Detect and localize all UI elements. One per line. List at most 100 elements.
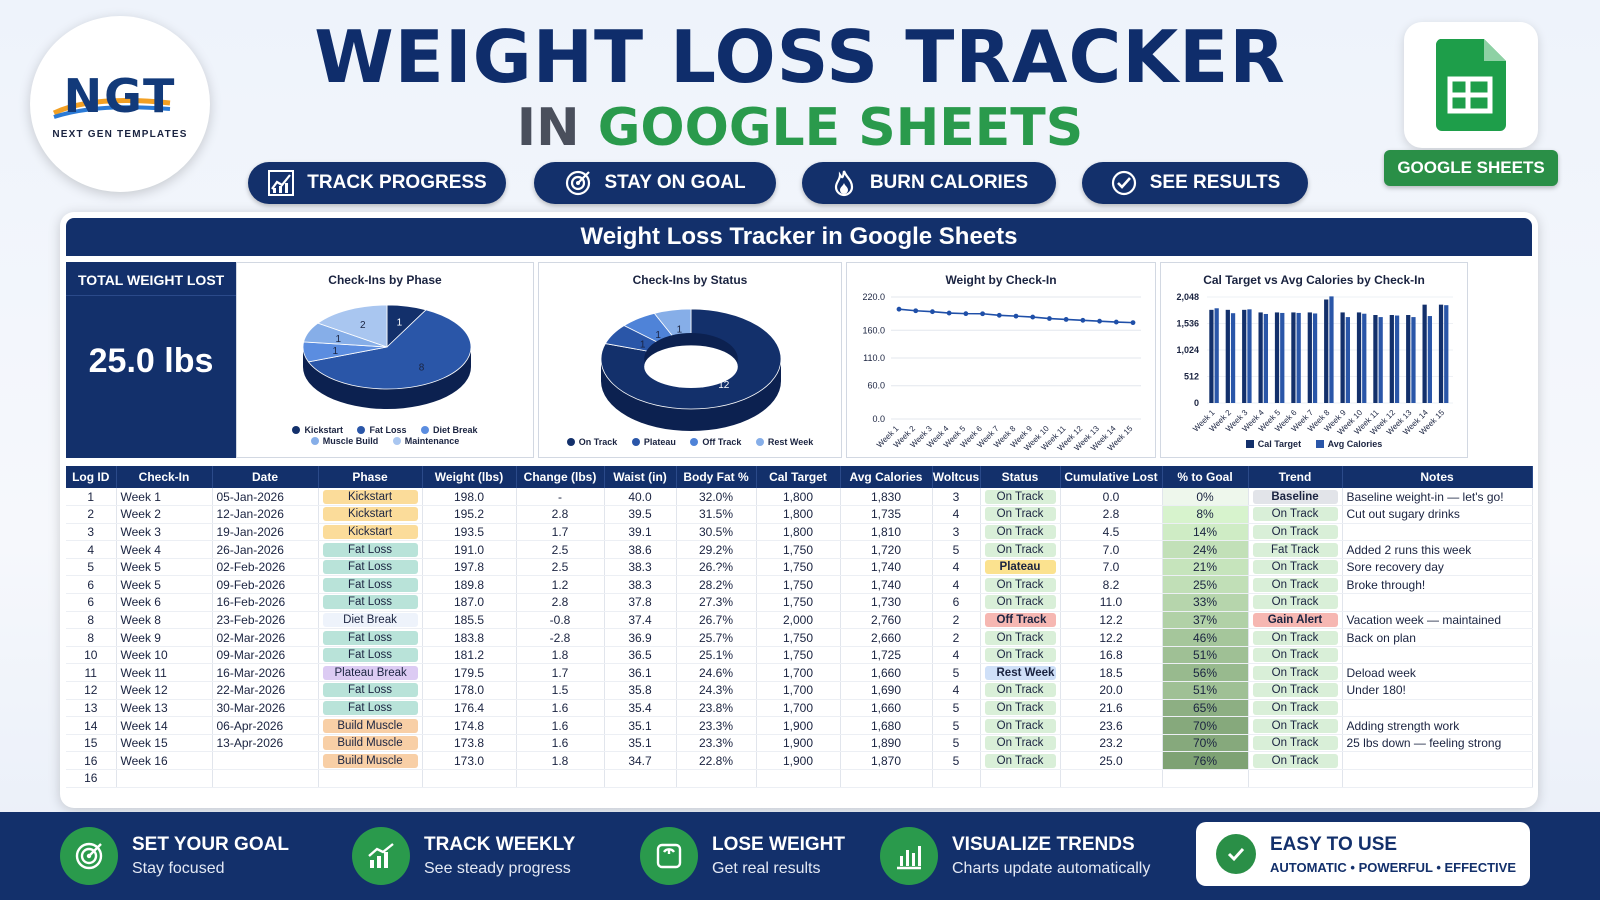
table-cell[interactable]: 5 <box>932 699 981 718</box>
table-cell[interactable]: 6 <box>932 593 981 612</box>
table-cell[interactable] <box>422 769 517 788</box>
table-cell[interactable]: 2,000 <box>756 611 841 630</box>
table-cell[interactable] <box>318 769 423 788</box>
table-cell[interactable]: Off Track <box>980 611 1061 630</box>
table-cell[interactable]: Week 6 <box>116 593 213 612</box>
table-cell[interactable]: 34.7 <box>604 751 677 770</box>
table-cell[interactable]: Build Muscle <box>318 734 423 753</box>
table-cell[interactable]: Fat Track <box>1248 540 1343 559</box>
table-cell[interactable] <box>1342 699 1533 718</box>
table-cell[interactable]: 2.8 <box>516 505 605 524</box>
table-cell[interactable]: 173.8 <box>422 734 517 753</box>
table-cell[interactable] <box>1060 769 1163 788</box>
table-cell[interactable]: 38.3 <box>604 558 677 577</box>
table-cell[interactable]: 2.8 <box>516 593 605 612</box>
table-cell[interactable]: 4.5 <box>1060 523 1163 542</box>
table-cell[interactable]: 183.8 <box>422 628 517 647</box>
table-cell[interactable]: Plateau <box>980 558 1061 577</box>
column-header[interactable]: Body Fat % <box>676 466 757 488</box>
table-cell[interactable]: 4 <box>932 681 981 700</box>
table-cell[interactable]: 1.7 <box>516 663 605 683</box>
table-cell[interactable]: 1,740 <box>840 575 933 595</box>
table-cell[interactable]: 2.8 <box>1060 505 1163 524</box>
table-cell[interactable]: 1.8 <box>516 646 605 665</box>
column-header[interactable]: Date <box>212 466 319 488</box>
table-cell[interactable]: 36.1 <box>604 663 677 683</box>
table-cell[interactable]: 25 lbs down — feeling strong <box>1342 734 1533 753</box>
table-cell[interactable]: 1,720 <box>840 540 933 559</box>
table-cell[interactable]: Cut out sugary drinks <box>1342 505 1533 524</box>
table-cell[interactable]: - <box>516 488 605 507</box>
table-cell[interactable]: 5 <box>932 716 981 735</box>
table-cell[interactable]: 76% <box>1162 751 1249 770</box>
column-header[interactable]: Cumulative Lost <box>1060 466 1163 488</box>
table-cell[interactable]: Week 5 <box>116 575 213 595</box>
table-cell[interactable]: Week 16 <box>116 751 213 770</box>
table-cell[interactable]: 21% <box>1162 558 1249 577</box>
table-cell[interactable]: 16 <box>66 769 117 788</box>
column-header[interactable]: Change (lbs) <box>516 466 605 488</box>
table-cell[interactable]: 178.0 <box>422 681 517 700</box>
table-cell[interactable]: 25.7% <box>676 628 757 647</box>
table-cell[interactable] <box>1248 769 1343 788</box>
table-cell[interactable]: 12 <box>66 681 117 700</box>
table-cell[interactable]: Week 15 <box>116 734 213 753</box>
table-cell[interactable]: Kickstart <box>318 488 423 507</box>
table-cell[interactable]: 22.8% <box>676 751 757 770</box>
table-cell[interactable]: 21.6 <box>1060 699 1163 718</box>
table-cell[interactable]: 1,750 <box>756 646 841 665</box>
table-cell[interactable]: Week 13 <box>116 699 213 718</box>
table-cell[interactable]: On Track <box>1248 699 1343 718</box>
table-cell[interactable]: 39.5 <box>604 505 677 524</box>
table-cell[interactable]: 16 <box>66 751 117 770</box>
table-cell[interactable]: 36.9 <box>604 628 677 647</box>
table-cell[interactable]: 8 <box>66 611 117 630</box>
table-cell[interactable]: 1,800 <box>756 505 841 524</box>
column-header[interactable]: Notes <box>1342 466 1533 488</box>
table-cell[interactable]: 4 <box>66 540 117 559</box>
table-cell[interactable]: 19-Jan-2026 <box>212 523 319 542</box>
table-cell[interactable]: Gain Alert <box>1248 611 1343 630</box>
table-cell[interactable]: On Track <box>980 575 1061 595</box>
table-cell[interactable]: 28.2% <box>676 575 757 595</box>
table-cell[interactable]: 14 <box>66 716 117 735</box>
table-cell[interactable]: 26.7% <box>676 611 757 630</box>
table-cell[interactable]: 37.4 <box>604 611 677 630</box>
table-cell[interactable]: 39.1 <box>604 523 677 542</box>
table-cell[interactable]: 24.6% <box>676 663 757 683</box>
table-cell[interactable]: 1,800 <box>756 523 841 542</box>
table-cell[interactable]: 5 <box>66 558 117 577</box>
table-cell[interactable]: Week 10 <box>116 646 213 665</box>
table-cell[interactable]: 65% <box>1162 699 1249 718</box>
table-cell[interactable]: 16-Feb-2026 <box>212 593 319 612</box>
table-cell[interactable]: Sore recovery day <box>1342 558 1533 577</box>
table-cell[interactable]: 193.5 <box>422 523 517 542</box>
table-cell[interactable]: 181.2 <box>422 646 517 665</box>
table-cell[interactable]: Plateau Break <box>318 663 423 683</box>
table-cell[interactable]: 8.2 <box>1060 575 1163 595</box>
table-cell[interactable]: On Track <box>1248 523 1343 542</box>
table-cell[interactable]: Baseline weight-in — let's go! <box>1342 488 1533 507</box>
table-cell[interactable]: 1,740 <box>840 558 933 577</box>
table-cell[interactable]: 15 <box>66 734 117 753</box>
table-cell[interactable]: 23.8% <box>676 699 757 718</box>
table-cell[interactable]: 23-Feb-2026 <box>212 611 319 630</box>
table-cell[interactable]: On Track <box>980 716 1061 735</box>
table-cell[interactable] <box>1342 523 1533 542</box>
table-cell[interactable]: 25.1% <box>676 646 757 665</box>
table-cell[interactable]: 32.0% <box>676 488 757 507</box>
table-cell[interactable]: 25% <box>1162 575 1249 595</box>
table-cell[interactable]: Week 1 <box>116 488 213 507</box>
table-cell[interactable]: 1,810 <box>840 523 933 542</box>
table-cell[interactable]: Rest Week <box>980 663 1061 683</box>
table-cell[interactable]: 1 <box>66 488 117 507</box>
table-cell[interactable] <box>212 751 319 770</box>
table-cell[interactable]: 1.6 <box>516 699 605 718</box>
table-cell[interactable]: Build Muscle <box>318 716 423 735</box>
table-cell[interactable]: 0.0 <box>1060 488 1163 507</box>
table-cell[interactable]: 1,750 <box>756 540 841 559</box>
table-cell[interactable]: 70% <box>1162 734 1249 753</box>
table-cell[interactable]: 70% <box>1162 716 1249 735</box>
table-cell[interactable]: Fat Loss <box>318 593 423 612</box>
table-cell[interactable]: 20.0 <box>1060 681 1163 700</box>
